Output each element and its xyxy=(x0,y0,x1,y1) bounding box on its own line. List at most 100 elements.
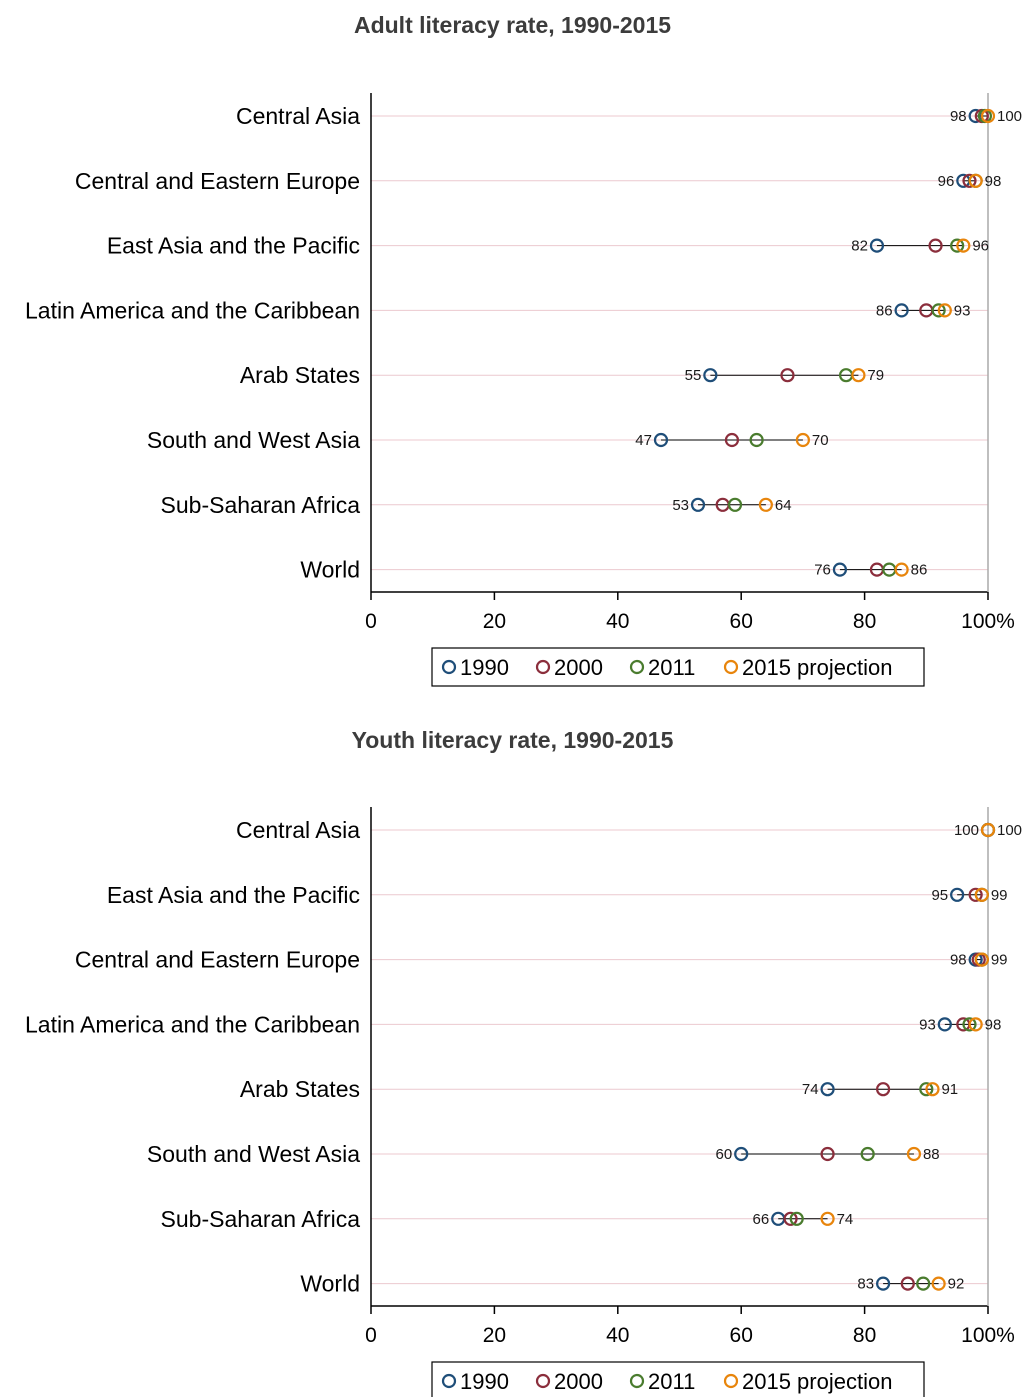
data-label-end: 100 xyxy=(997,822,1022,839)
legend-marker xyxy=(535,1373,551,1389)
data-point-1990 xyxy=(869,238,885,253)
data-point-2000 xyxy=(968,887,983,902)
data-point-2015 xyxy=(974,952,989,967)
data-label-start: 66 xyxy=(753,1211,770,1228)
category-label: South and West Asia xyxy=(147,1141,360,1167)
data-label-end: 91 xyxy=(941,1081,958,1098)
data-point-2011 xyxy=(919,1082,934,1097)
data-point-2011 xyxy=(789,1211,804,1226)
data-point-2015 xyxy=(937,303,952,318)
x-tick-label: 60 xyxy=(730,1324,753,1347)
data-point-1990 xyxy=(937,1017,952,1032)
data-point-1990 xyxy=(703,368,718,383)
legend-label: 2000 xyxy=(554,655,603,680)
legend-label: 2011 xyxy=(648,1369,695,1394)
data-point-2011 xyxy=(727,497,743,512)
data-point-2000 xyxy=(962,173,977,188)
data-point-1990 xyxy=(876,1276,891,1291)
category-label: World xyxy=(300,1271,360,1297)
data-label-end: 98 xyxy=(985,1016,1002,1033)
youth-literacy-plot: 0 20 40 60 80 100% Central Asia 100 100 East Asia… xyxy=(25,807,1022,1397)
legend-label: 2011 xyxy=(648,655,695,680)
data-point-2015 xyxy=(968,173,983,188)
category-label: East Asia and the Pacific xyxy=(107,882,360,908)
category-label: Central and Eastern Europe xyxy=(75,168,360,194)
data-point-2015 xyxy=(894,562,909,577)
x-tick-label: 0 xyxy=(365,1324,377,1347)
data-label-start: 82 xyxy=(851,238,868,255)
data-label-start: 86 xyxy=(876,302,893,319)
legend-label: 1990 xyxy=(460,1369,509,1394)
data-point-2000 xyxy=(780,368,795,383)
x-tick-label: 60 xyxy=(730,610,753,633)
data-label-end: 88 xyxy=(923,1146,940,1163)
data-label-end: 93 xyxy=(954,302,971,319)
data-point-2015 xyxy=(906,1146,922,1162)
data-label-end: 99 xyxy=(991,952,1008,969)
data-label-start: 98 xyxy=(950,108,967,125)
data-label-end: 98 xyxy=(985,173,1002,190)
data-point-1990 xyxy=(653,432,669,448)
legend-marker xyxy=(629,1373,645,1389)
data-point-2000 xyxy=(900,1276,915,1291)
data-point-2011 xyxy=(950,238,965,253)
x-tick-label: 80 xyxy=(853,610,876,633)
legend-label: 2015 projection xyxy=(742,1369,892,1394)
x-tick-label: 0 xyxy=(365,610,377,633)
data-point-2015 xyxy=(795,432,811,448)
data-label-start: 47 xyxy=(635,432,652,449)
legend-box xyxy=(431,1361,925,1397)
data-label-start: 83 xyxy=(857,1276,874,1293)
data-point-1990 xyxy=(950,887,965,902)
x-tick-label: 100% xyxy=(961,1324,1015,1347)
data-point-2015 xyxy=(820,1211,835,1226)
category-label: Latin America and the Caribbean xyxy=(25,1011,360,1037)
data-label-start: 95 xyxy=(931,887,948,904)
data-label-start: 53 xyxy=(672,497,689,514)
data-label-start: 74 xyxy=(802,1081,819,1098)
data-point-2015 xyxy=(851,368,866,383)
data-label-end: 100 xyxy=(997,108,1022,125)
data-point-2015 xyxy=(925,1082,940,1097)
data-label-end: 96 xyxy=(972,238,989,255)
category-label: Central Asia xyxy=(236,103,360,129)
legend-marker xyxy=(441,659,457,675)
category-label: East Asia and the Pacific xyxy=(107,233,360,259)
category-label: Sub-Saharan Africa xyxy=(161,1206,361,1232)
category-label: Sub-Saharan Africa xyxy=(161,492,361,518)
data-point-2015 xyxy=(980,822,996,838)
data-label-start: 93 xyxy=(919,1016,936,1033)
adult-literacy-plot: 0 20 40 60 80 100% Central Asia 98 100 Central an… xyxy=(25,93,1022,687)
data-point-2011 xyxy=(916,1276,931,1291)
data-label-end: 99 xyxy=(991,887,1008,904)
data-label-start: 98 xyxy=(950,952,967,969)
data-point-2011 xyxy=(962,1017,977,1032)
data-point-2015 xyxy=(980,108,996,124)
data-label-start: 100 xyxy=(954,822,979,839)
data-label-start: 55 xyxy=(685,367,702,384)
adult-literacy-chart: Adult literacy rate, 1990-2015 0 20 40 60 80… xyxy=(25,12,1022,687)
data-point-2000 xyxy=(724,432,740,448)
x-tick-label: 20 xyxy=(483,610,506,633)
data-label-end: 74 xyxy=(837,1211,854,1228)
data-point-2015 xyxy=(956,238,971,253)
legend-marker xyxy=(723,1373,739,1389)
data-label-end: 70 xyxy=(812,432,829,449)
data-point-1990 xyxy=(820,1082,835,1097)
data-label-start: 96 xyxy=(938,173,955,190)
legend-marker xyxy=(629,659,645,675)
legend-marker xyxy=(535,659,551,675)
data-point-2015 xyxy=(758,497,773,512)
data-label-end: 86 xyxy=(911,562,928,579)
data-point-2000 xyxy=(876,1082,891,1097)
data-point-1990 xyxy=(832,562,848,577)
data-point-2000 xyxy=(820,1146,835,1162)
category-label: South and West Asia xyxy=(147,427,360,453)
data-point-2015 xyxy=(968,1017,983,1032)
youth-literacy-chart: Youth literacy rate, 1990-2015 0 20 40 60 80… xyxy=(0,714,1025,1397)
chart-title: Adult literacy rate, 1990-2015 xyxy=(353,12,672,38)
category-label: Latin America and the Caribbean xyxy=(25,297,360,323)
data-point-2015 xyxy=(974,887,989,902)
data-point-2011 xyxy=(860,1146,875,1162)
x-tick-label: 80 xyxy=(853,1324,876,1347)
